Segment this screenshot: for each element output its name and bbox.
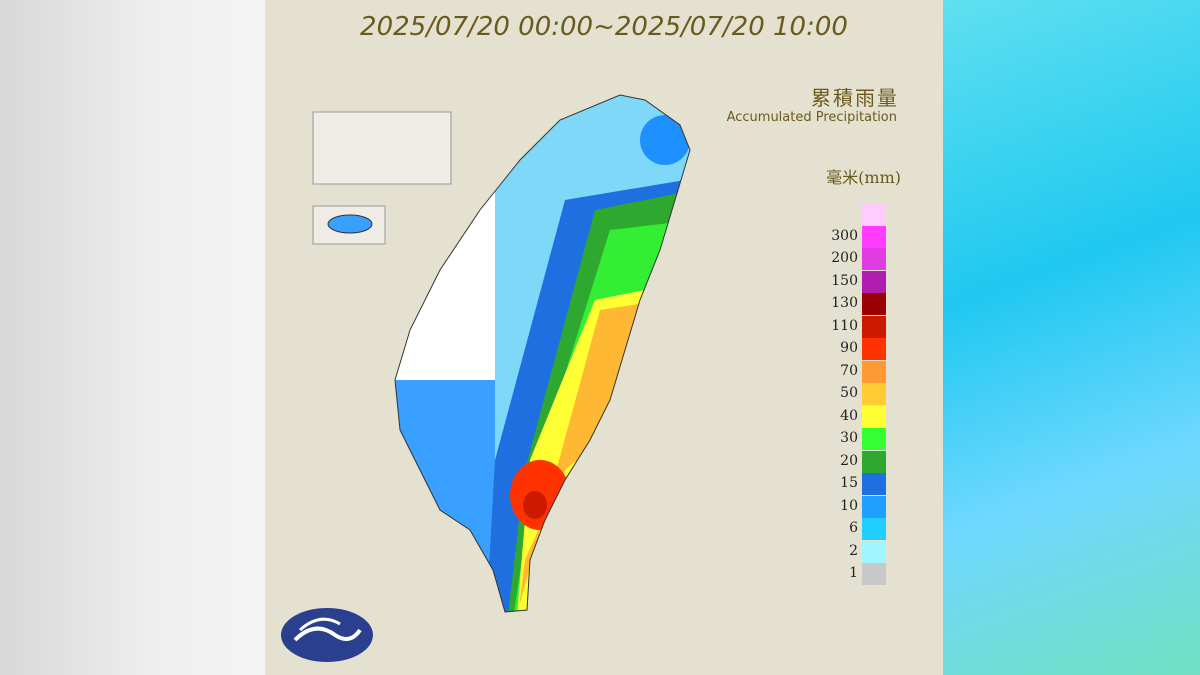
legend-swatch <box>862 270 886 293</box>
legend-swatch <box>862 518 886 540</box>
legend-label: 300 <box>831 227 858 244</box>
legend-label: 70 <box>840 362 858 379</box>
legend-swatch <box>862 495 886 518</box>
legend-label: 40 <box>840 407 858 424</box>
inset-box <box>312 111 452 185</box>
legend-swatch <box>862 360 886 383</box>
legend-label: 200 <box>831 250 858 266</box>
legend-unit: 毫米(mm) <box>826 168 901 187</box>
legend-swatch <box>862 405 886 428</box>
background-right <box>943 0 1200 675</box>
legend-subtitle: Accumulated Precipitation <box>726 110 897 125</box>
legend-label: 50 <box>840 385 858 401</box>
background-left <box>0 0 265 675</box>
legend-label: 10 <box>840 497 858 514</box>
legend-label: 6 <box>849 520 858 536</box>
legend-swatch <box>862 450 886 473</box>
legend-swatch <box>862 203 886 225</box>
map <box>281 94 691 662</box>
title: 2025/07/20 00:00~2025/07/20 10:00 <box>360 12 848 42</box>
legend-label: 150 <box>831 272 858 289</box>
legend-swatch <box>862 338 886 360</box>
legend-label: 20 <box>840 452 858 469</box>
legend-swatch <box>862 315 886 338</box>
legend-label: 2 <box>849 542 858 559</box>
legend-title: 累積雨量 <box>811 86 899 110</box>
legend-label: 130 <box>831 295 858 311</box>
legend-swatch <box>862 563 886 585</box>
legend-swatch <box>862 383 886 405</box>
legend-label: 15 <box>840 475 858 491</box>
legend-swatch <box>862 225 886 248</box>
legend-swatch <box>862 293 886 315</box>
map-panel: 2025/07/20 00:00~2025/07/20 10:00 累積雨量 A… <box>265 0 943 675</box>
legend-label: 30 <box>840 430 858 446</box>
logo <box>281 608 373 662</box>
legend-swatch <box>862 248 886 270</box>
legend-swatch <box>862 473 886 495</box>
legend-swatch <box>862 540 886 563</box>
legend-label: 90 <box>840 340 858 356</box>
legend-label: 1 <box>849 565 858 581</box>
legend-label: 110 <box>831 317 858 334</box>
legend-swatch <box>862 428 886 450</box>
